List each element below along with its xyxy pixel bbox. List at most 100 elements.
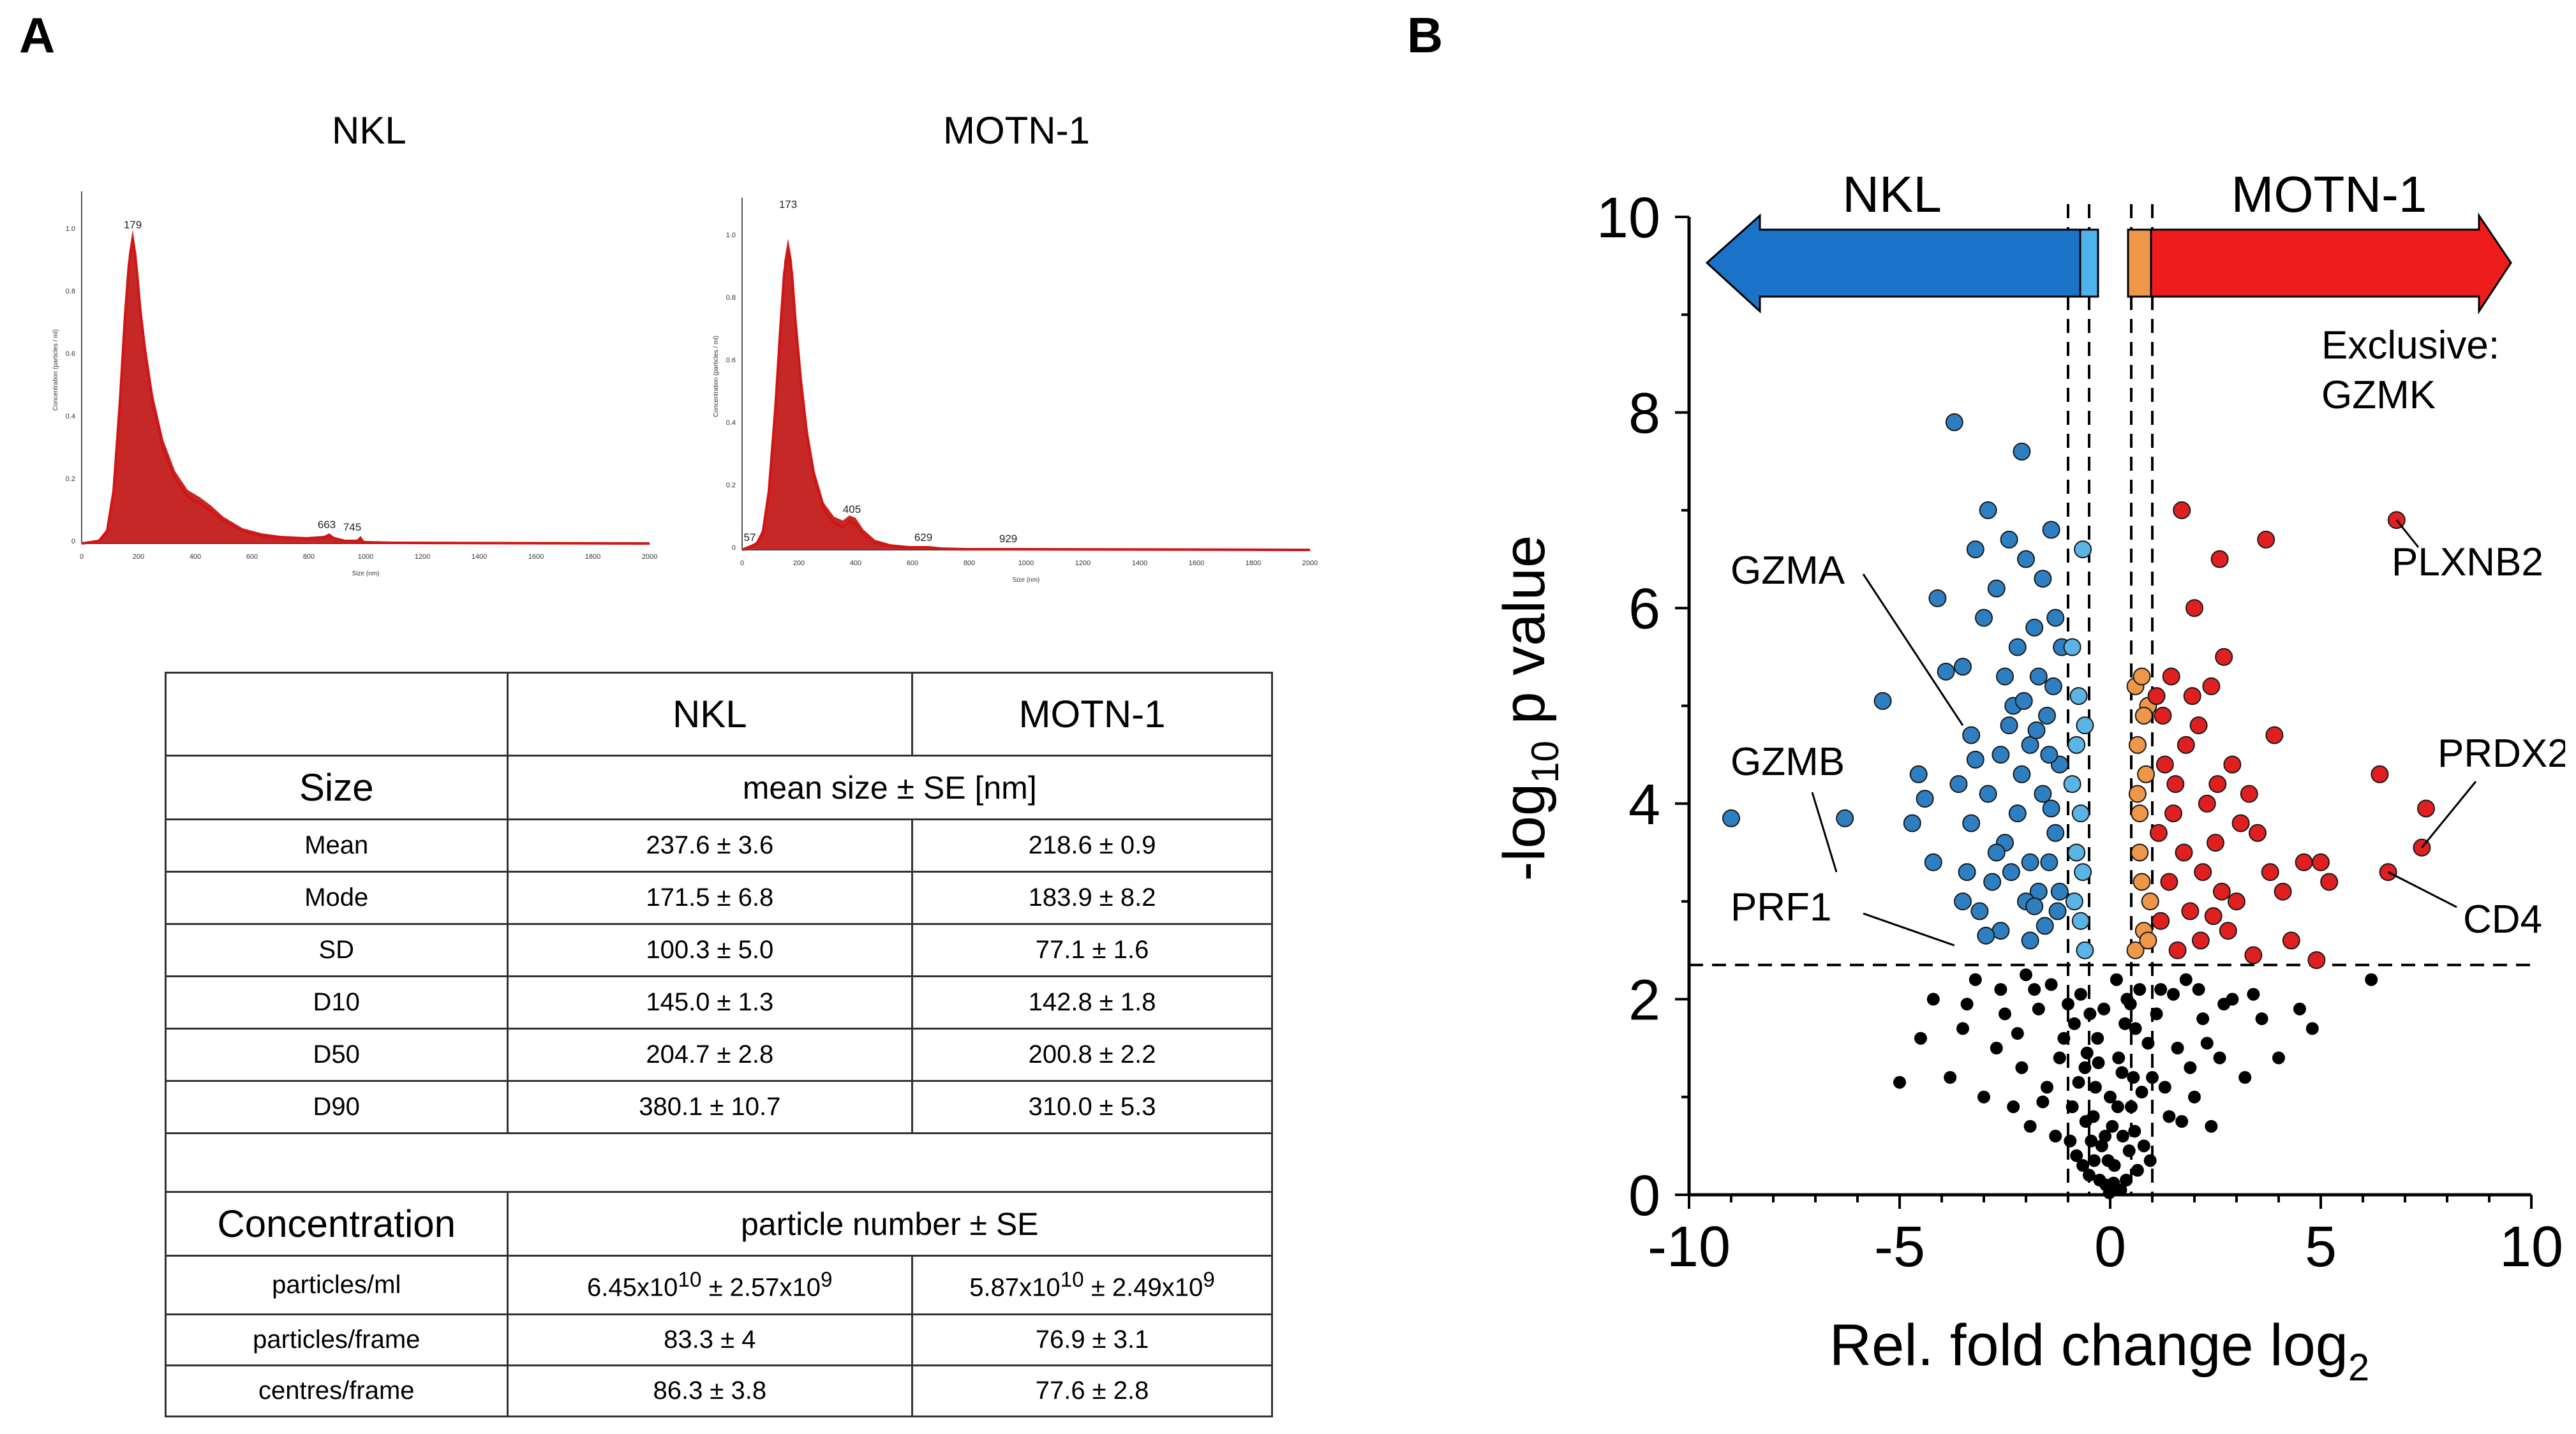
data-point <box>1836 809 1854 827</box>
data-point <box>2025 618 2044 637</box>
data-point-ns <box>2028 983 2041 996</box>
arrow-nkl-light-segment <box>2079 228 2099 298</box>
data-point-ns <box>2087 1154 2101 1167</box>
nta-nkl-y-label: Concentration (particles / ml) <box>52 329 59 411</box>
nta-nkl-peak-label: 663 <box>318 519 336 531</box>
data-point-ns <box>2097 1002 2111 1016</box>
data-point-ns <box>2154 983 2168 996</box>
nta-motn-xtick: 400 <box>850 559 861 567</box>
scatter-points <box>1722 413 2435 1199</box>
data-point-ns <box>2106 1120 2119 1133</box>
nta-nkl-curve <box>81 239 650 545</box>
data-point-ns <box>2066 1100 2079 1114</box>
data-point-ns <box>2104 1090 2117 1104</box>
data-point <box>2261 863 2279 882</box>
table-cell-nkl: 6.45x1010 ± 2.57x109 <box>506 1255 914 1315</box>
callout-leader-line <box>1811 792 1838 873</box>
data-point <box>1873 691 1892 710</box>
data-point-ns <box>2179 973 2193 986</box>
data-point-ns <box>2192 983 2205 996</box>
data-point <box>1903 814 1921 832</box>
y-axis-title: -log10 p value <box>1492 535 1567 881</box>
data-point <box>2231 814 2250 832</box>
data-point <box>2128 785 2147 803</box>
arrow-motn-shape <box>2150 212 2512 315</box>
data-point <box>2164 804 2182 823</box>
y-axis-title-post: p value <box>1492 535 1557 741</box>
x-tick-label: 0 <box>2094 1215 2126 1279</box>
arrow-nkl <box>1705 213 2099 314</box>
y-axis-title-pre: -log <box>1492 783 1557 881</box>
table-cell-motn: 310.0 ± 5.3 <box>911 1080 1273 1134</box>
data-point-ns <box>2115 1066 2129 1079</box>
callout-leader-line <box>2387 871 2457 908</box>
data-point <box>2204 907 2222 926</box>
data-point <box>2139 931 2157 950</box>
nta-motn-peak-label: 173 <box>779 198 797 211</box>
data-point <box>2131 804 2149 823</box>
data-point <box>2074 540 2092 559</box>
table-corner-cell <box>165 672 509 757</box>
arrow-nkl-shape <box>1705 213 2094 314</box>
data-point <box>1945 413 1963 431</box>
nta-motn-title: MOTN-1 <box>943 109 1090 152</box>
error-exponent: 9 <box>1203 1268 1215 1292</box>
data-point-ns <box>2078 1061 2092 1074</box>
data-point <box>2189 716 2208 735</box>
data-point <box>2183 687 2201 706</box>
nta-nkl-ytick: 0.2 <box>66 475 75 483</box>
data-point-ns <box>2129 1022 2142 1035</box>
data-point <box>1987 579 2006 598</box>
data-point <box>2131 843 2149 862</box>
table-col-header-nkl: NKL <box>506 672 914 757</box>
data-point-ns <box>2141 1037 2155 1050</box>
data-point-ns <box>2146 1071 2159 1084</box>
nta-nkl-xtick: 200 <box>133 553 144 561</box>
data-point <box>2021 735 2039 754</box>
data-point <box>2265 726 2284 744</box>
y-tick-label: 4 <box>1628 773 1660 837</box>
data-point-ns <box>2124 998 2137 1011</box>
nta-motn-chart: Concentration (particles / ml) 1.0 0.8 0… <box>713 198 1318 584</box>
data-point-ns <box>2111 1100 2124 1114</box>
exclusive-gene: GZMK <box>2321 373 2436 417</box>
callout-leader-line <box>1862 573 1964 726</box>
table-row-label: centres/frame <box>165 1364 509 1417</box>
data-point <box>1979 501 1997 519</box>
data-point-ns <box>2091 1031 2104 1045</box>
data-point <box>1928 589 1947 607</box>
data-point-ns <box>2163 1110 2176 1123</box>
data-point-ns <box>2070 1149 2083 1162</box>
data-point-ns <box>2305 1022 2319 1035</box>
data-point-ns <box>1944 1071 1957 1084</box>
data-point <box>2029 667 2048 686</box>
data-point <box>2046 609 2065 627</box>
data-point-ns <box>2158 1081 2171 1094</box>
nta-motn-xtick: 1200 <box>1075 559 1091 567</box>
data-point <box>2126 941 2145 959</box>
volcano-plot: -10 -5 0 5 10 0 2 4 6 8 10 NKL MOTN-1 Exclusive: G… <box>1492 166 2565 1389</box>
data-point <box>2212 882 2231 901</box>
gene-label: GZMA <box>1731 549 1845 593</box>
data-point <box>2013 442 2031 461</box>
data-point <box>2021 853 2039 871</box>
value-mantissa: 6.45x10 <box>587 1273 678 1302</box>
nta-nkl-peak-label: 745 <box>343 521 361 533</box>
gene-label: PLXNB2 <box>2392 540 2543 584</box>
data-point <box>2417 799 2435 818</box>
y-tick-label: 6 <box>1628 577 1660 641</box>
table-cell-nkl: 237.6 ± 3.6 <box>506 818 914 873</box>
data-point <box>1954 658 1972 676</box>
table-section-row-concentration: Concentration particle number ± SE <box>165 1191 1273 1257</box>
data-point-ns <box>2076 1159 2090 1172</box>
data-point-ns <box>2293 1002 2306 1016</box>
data-point <box>1992 922 2010 940</box>
arrow-label-nkl: NKL <box>1842 166 1942 223</box>
table-cell-motn: 218.6 ± 0.9 <box>911 818 1273 873</box>
data-point <box>2017 550 2035 568</box>
data-point-ns <box>2092 1056 2105 1070</box>
nta-nkl-xticks: 0 200 400 600 800 1000 1200 1400 1600 18… <box>80 553 657 561</box>
data-point-ns <box>2122 1144 2136 1158</box>
data-point-ns <box>2041 1081 2053 1094</box>
error-mantissa: ± 2.57x10 <box>701 1273 821 1302</box>
